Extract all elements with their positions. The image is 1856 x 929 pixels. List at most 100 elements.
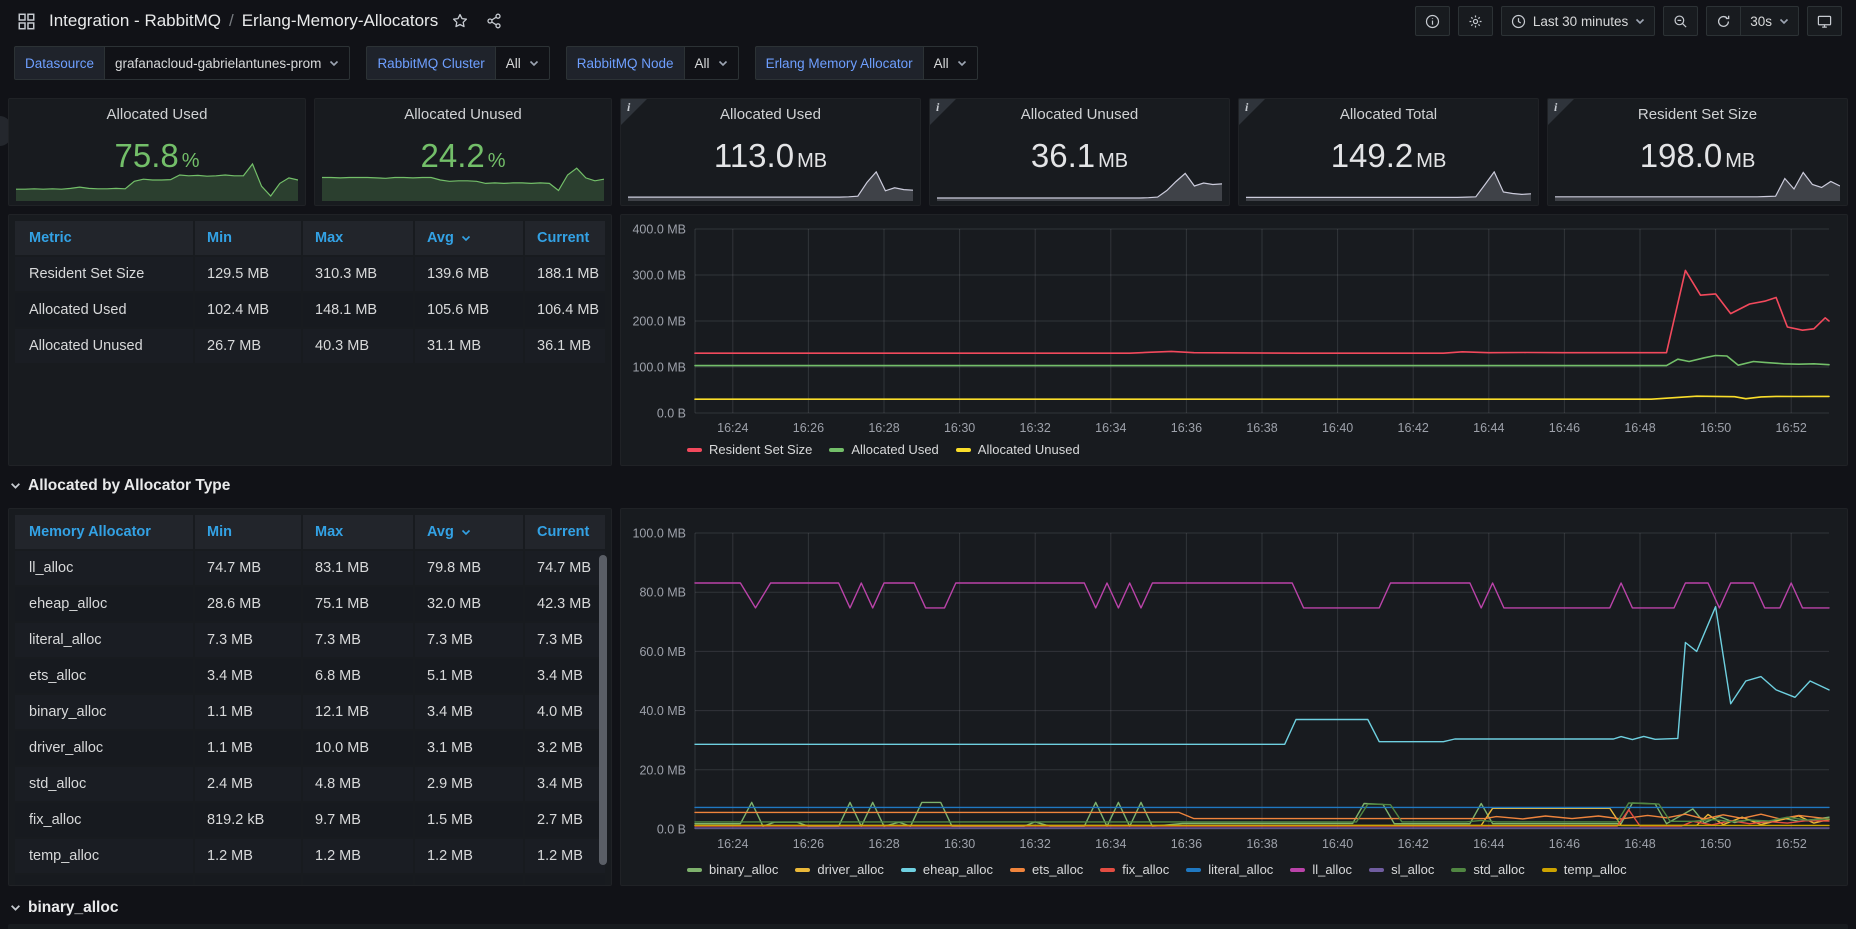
- monitor-icon: [1817, 15, 1832, 28]
- legend-item-ll-alloc[interactable]: ll_alloc: [1290, 862, 1352, 877]
- cell: 42.3 MB: [525, 587, 605, 621]
- cell: 32.0 MB: [415, 587, 523, 621]
- stat-panel-allocated-used-2: i Allocated Used 113.0 MB: [620, 98, 921, 206]
- info-icon: [1425, 14, 1440, 28]
- star-icon[interactable]: [448, 9, 472, 33]
- variable-value-dropdown[interactable]: All: [922, 46, 978, 80]
- stat-title: Allocated Used: [720, 106, 821, 123]
- column-header-avg[interactable]: Avg: [415, 515, 523, 549]
- legend-item-eheap-alloc[interactable]: eheap_alloc: [900, 862, 993, 877]
- legend-item-resident-set-size[interactable]: Resident Set Size: [687, 442, 812, 457]
- cell: 129.5 MB: [195, 257, 301, 291]
- refresh-interval-dropdown[interactable]: 30s: [1741, 6, 1799, 36]
- stat-value: 24.2%: [315, 137, 611, 175]
- series-allocated-used: [694, 354, 1830, 367]
- column-header-min[interactable]: Min: [195, 221, 301, 255]
- stat-title: Allocated Total: [1339, 106, 1438, 123]
- svg-text:16:42: 16:42: [1398, 421, 1429, 433]
- variable-value-dropdown[interactable]: grafanacloud-gabrielantunes-prom: [104, 46, 351, 80]
- stat-panel-allocated-total-4: i Allocated Total 149.2 MB: [1238, 98, 1539, 206]
- legend-item-binary-alloc[interactable]: binary_alloc: [687, 862, 778, 877]
- tv-mode-button[interactable]: [1807, 6, 1842, 36]
- cell: 294.9 kB: [525, 875, 605, 885]
- section-binary-alloc[interactable]: binary_alloc: [10, 899, 118, 917]
- variable-label[interactable]: Erlang Memory Allocator: [754, 46, 923, 80]
- legend-item-temp-alloc[interactable]: temp_alloc: [1541, 862, 1627, 877]
- stat-value: 198.0 MB: [1548, 137, 1847, 175]
- legend-color-swatch: [955, 447, 971, 452]
- table-scrollbar[interactable]: [599, 555, 607, 865]
- svg-text:16:40: 16:40: [1322, 837, 1353, 851]
- table-row-allocated-unused: Allocated Unused 26.7 MB 40.3 MB 31.1 MB 36.…: [15, 329, 605, 363]
- cell: 2.7 MB: [525, 803, 605, 837]
- memory-timeseries-chart[interactable]: 0.0 B 100.0 MB 200.0 MB 300.0 MB 400.0 MB 16:…: [629, 221, 1839, 459]
- stat-panel-resident-set-size-5: i Resident Set Size 198.0 MB: [1547, 98, 1848, 206]
- column-header-metric[interactable]: Metric: [15, 221, 193, 255]
- variable-label[interactable]: RabbitMQ Node: [565, 46, 684, 80]
- panel-info-corner[interactable]: i: [930, 99, 956, 125]
- breadcrumb-separator: /: [228, 11, 234, 30]
- refresh-button[interactable]: [1706, 6, 1742, 36]
- column-header-label: Memory Allocator: [29, 524, 151, 540]
- svg-text:16:30: 16:30: [944, 421, 975, 433]
- cell: 7.3 MB: [525, 623, 605, 657]
- svg-text:200.0 MB: 200.0 MB: [632, 315, 686, 329]
- breadcrumb-folder[interactable]: Integration - RabbitMQ: [49, 11, 221, 30]
- memory-table-panel: Metric Min Max Avg Current Resident Set Size 1…: [8, 214, 612, 466]
- legend-label: Allocated Used: [851, 442, 939, 457]
- cell: 5.1 MB: [415, 659, 523, 693]
- section-allocated-by-type[interactable]: Allocated by Allocator Type: [10, 477, 230, 495]
- share-icon[interactable]: [482, 9, 506, 33]
- sidebar-handle[interactable]: [0, 116, 11, 146]
- info-icon: i: [627, 100, 631, 114]
- breadcrumb-dashboard[interactable]: Erlang-Memory-Allocators: [241, 11, 439, 30]
- dashboard-settings-button[interactable]: [1457, 6, 1493, 36]
- cell: 83.1 MB: [303, 551, 413, 585]
- apps-grid-icon[interactable]: [14, 9, 39, 34]
- legend-item-allocated-unused[interactable]: Allocated Unused: [955, 442, 1080, 457]
- variable-value-dropdown[interactable]: All: [683, 46, 739, 80]
- cell: fix_alloc: [15, 803, 193, 837]
- legend-item-driver-alloc[interactable]: driver_alloc: [795, 862, 884, 877]
- legend-item-fix-alloc[interactable]: fix_alloc: [1100, 862, 1169, 877]
- legend-color-swatch: [687, 447, 702, 452]
- legend-item-std-alloc[interactable]: std_alloc: [1451, 862, 1525, 877]
- cell: 3.2 MB: [525, 731, 605, 765]
- column-header-current[interactable]: Current: [525, 515, 605, 549]
- svg-text:16:42: 16:42: [1398, 837, 1429, 851]
- next-panel-edge: [8, 924, 1848, 929]
- column-header-memory-allocator[interactable]: Memory Allocator: [15, 515, 193, 549]
- legend-item-allocated-used[interactable]: Allocated Used: [829, 442, 939, 457]
- column-header-min[interactable]: Min: [195, 515, 301, 549]
- column-header-avg[interactable]: Avg: [415, 221, 523, 255]
- variable-label[interactable]: RabbitMQ Cluster: [366, 46, 495, 80]
- chevron-down-icon: [1779, 18, 1789, 24]
- column-header-current[interactable]: Current: [525, 221, 605, 255]
- legend-item-literal-alloc[interactable]: literal_alloc: [1186, 862, 1273, 877]
- legend-color-swatch: [1009, 867, 1025, 872]
- variable-label[interactable]: Datasource: [14, 46, 105, 80]
- sparkline: [937, 172, 1222, 201]
- svg-text:100.0 MB: 100.0 MB: [632, 361, 686, 375]
- panel-info-corner[interactable]: i: [1548, 99, 1574, 125]
- series-std-alloc: [694, 802, 1830, 823]
- column-header-max[interactable]: Max: [303, 515, 413, 549]
- allocator-timeseries-chart[interactable]: 0.0 B 20.0 MB 40.0 MB 60.0 MB 80.0 MB 100.0 M…: [629, 515, 1839, 879]
- cell: 3.4 MB: [525, 659, 605, 693]
- column-header-max[interactable]: Max: [303, 221, 413, 255]
- dashboard-info-button[interactable]: [1414, 6, 1450, 36]
- svg-text:16:38: 16:38: [1246, 837, 1277, 851]
- zoom-out-button[interactable]: [1663, 6, 1699, 36]
- legend-label: sl_alloc: [1391, 862, 1435, 877]
- info-icon: i: [1554, 100, 1558, 114]
- refresh-interval-label: 30s: [1750, 13, 1772, 29]
- panel-info-corner[interactable]: i: [1239, 99, 1265, 125]
- cell: 26.7 MB: [195, 329, 301, 363]
- variable-value-dropdown[interactable]: All: [494, 46, 550, 80]
- time-range-picker[interactable]: Last 30 minutes: [1500, 6, 1656, 36]
- panel-info-corner[interactable]: i: [621, 99, 647, 125]
- cell: 74.7 MB: [525, 551, 605, 585]
- column-header-label: Avg: [427, 524, 454, 540]
- legend-item-sl-alloc[interactable]: sl_alloc: [1369, 862, 1434, 877]
- legend-item-ets-alloc[interactable]: ets_alloc: [1009, 862, 1083, 877]
